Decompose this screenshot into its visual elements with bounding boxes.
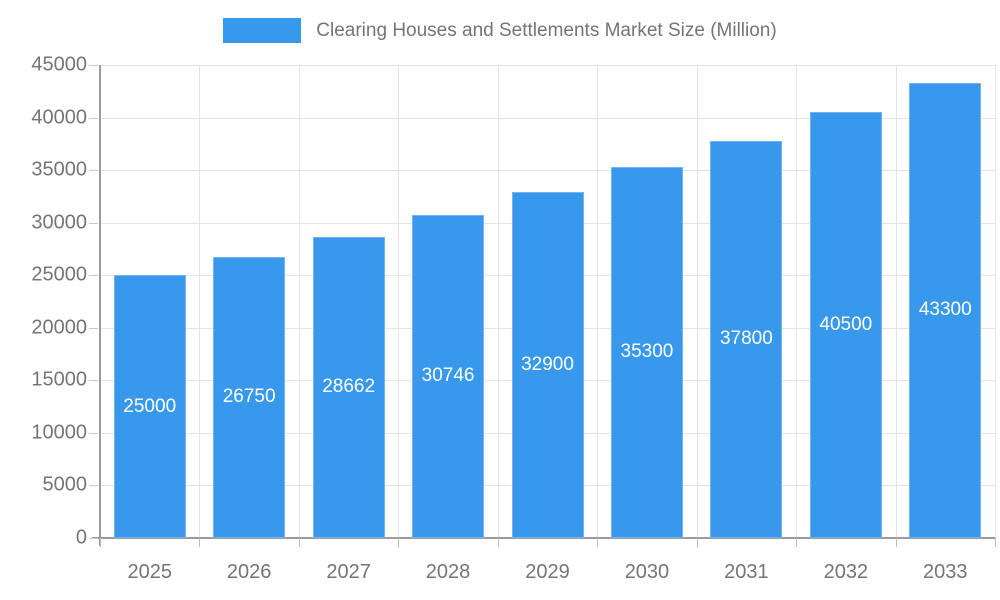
x-axis-tick — [398, 538, 400, 547]
bar-value-label: 26750 — [222, 386, 276, 408]
h-gridline — [100, 170, 995, 172]
bar-value-label: 43300 — [918, 299, 972, 321]
bar-value-label: 37800 — [719, 328, 773, 350]
bar-value-label: 40500 — [819, 314, 873, 336]
v-gridline — [696, 65, 698, 538]
v-gridline — [597, 65, 599, 538]
h-gridline — [100, 117, 995, 119]
legend[interactable]: Clearing Houses and Settlements Market S… — [0, 18, 1000, 43]
x-axis-tick — [696, 538, 698, 547]
y-axis-label: 45000 — [31, 53, 87, 76]
y-axis-label: 0 — [75, 526, 87, 549]
y-axis-label: 30000 — [31, 211, 87, 234]
bar — [312, 236, 385, 538]
y-axis-tick — [89, 432, 98, 434]
plot-area: 25000 26750 28662 30746 32900 35300 37800 40500… — [31, 54, 996, 583]
y-axis-tick — [89, 327, 98, 329]
x-axis-tick — [796, 538, 798, 547]
y-axis-tick — [89, 170, 98, 172]
bar — [412, 214, 485, 538]
x-axis-tick — [100, 538, 101, 547]
x-axis-tick — [995, 538, 996, 547]
x-axis-label: 2027 — [326, 561, 371, 583]
bar — [710, 140, 783, 538]
x-axis-line — [92, 537, 995, 539]
bar-value-label: 25000 — [123, 395, 177, 417]
h-gridline — [100, 65, 995, 66]
v-gridline — [995, 65, 996, 538]
bar — [213, 256, 286, 538]
x-axis-label: 2028 — [425, 561, 471, 583]
y-axis-tick — [89, 117, 98, 119]
bar — [809, 112, 882, 538]
x-axis-label: 2029 — [525, 561, 570, 583]
y-axis-label: 20000 — [31, 316, 87, 339]
x-axis-label: 2033 — [923, 561, 968, 583]
y-axis-tick — [89, 65, 98, 66]
y-axis-label: 40000 — [31, 106, 87, 129]
bar — [610, 166, 683, 538]
y-axis-label: 15000 — [31, 368, 87, 391]
x-axis-tick — [298, 538, 300, 547]
v-gridline — [895, 65, 897, 538]
v-gridline — [398, 65, 400, 538]
bar — [511, 192, 584, 538]
bar-value-label: 35300 — [620, 341, 674, 363]
bar — [909, 82, 982, 538]
x-axis-label: 2030 — [624, 561, 670, 583]
v-gridline — [497, 65, 499, 538]
x-axis-label: 2025 — [127, 561, 172, 583]
y-axis-tick — [89, 485, 98, 487]
y-axis-tick — [89, 222, 98, 224]
x-axis-tick — [199, 538, 201, 547]
x-axis-tick — [497, 538, 499, 547]
bar-value-label: 32900 — [521, 354, 574, 376]
bar — [113, 275, 186, 538]
y-axis-label: 5000 — [42, 473, 88, 496]
v-gridline — [796, 65, 798, 538]
x-axis-label: 2032 — [823, 561, 869, 583]
y-axis-tick — [89, 275, 98, 277]
v-gridline — [298, 65, 300, 538]
x-axis-label: 2026 — [226, 561, 272, 583]
y-axis-label: 25000 — [31, 263, 87, 286]
bar-value-label: 30746 — [421, 365, 475, 387]
y-axis-tick — [89, 380, 98, 382]
v-gridline — [199, 65, 201, 538]
x-axis-tick — [895, 538, 897, 547]
y-axis-line — [99, 65, 101, 546]
y-axis-tick — [89, 538, 98, 539]
legend-swatch-icon — [223, 18, 302, 43]
x-axis-tick — [597, 538, 599, 547]
legend-label: Clearing Houses and Settlements Market S… — [316, 19, 777, 41]
bar-value-label: 28662 — [322, 376, 376, 398]
y-axis-label: 10000 — [31, 421, 87, 444]
y-axis-label: 35000 — [31, 158, 87, 181]
x-axis-label: 2031 — [724, 561, 769, 583]
